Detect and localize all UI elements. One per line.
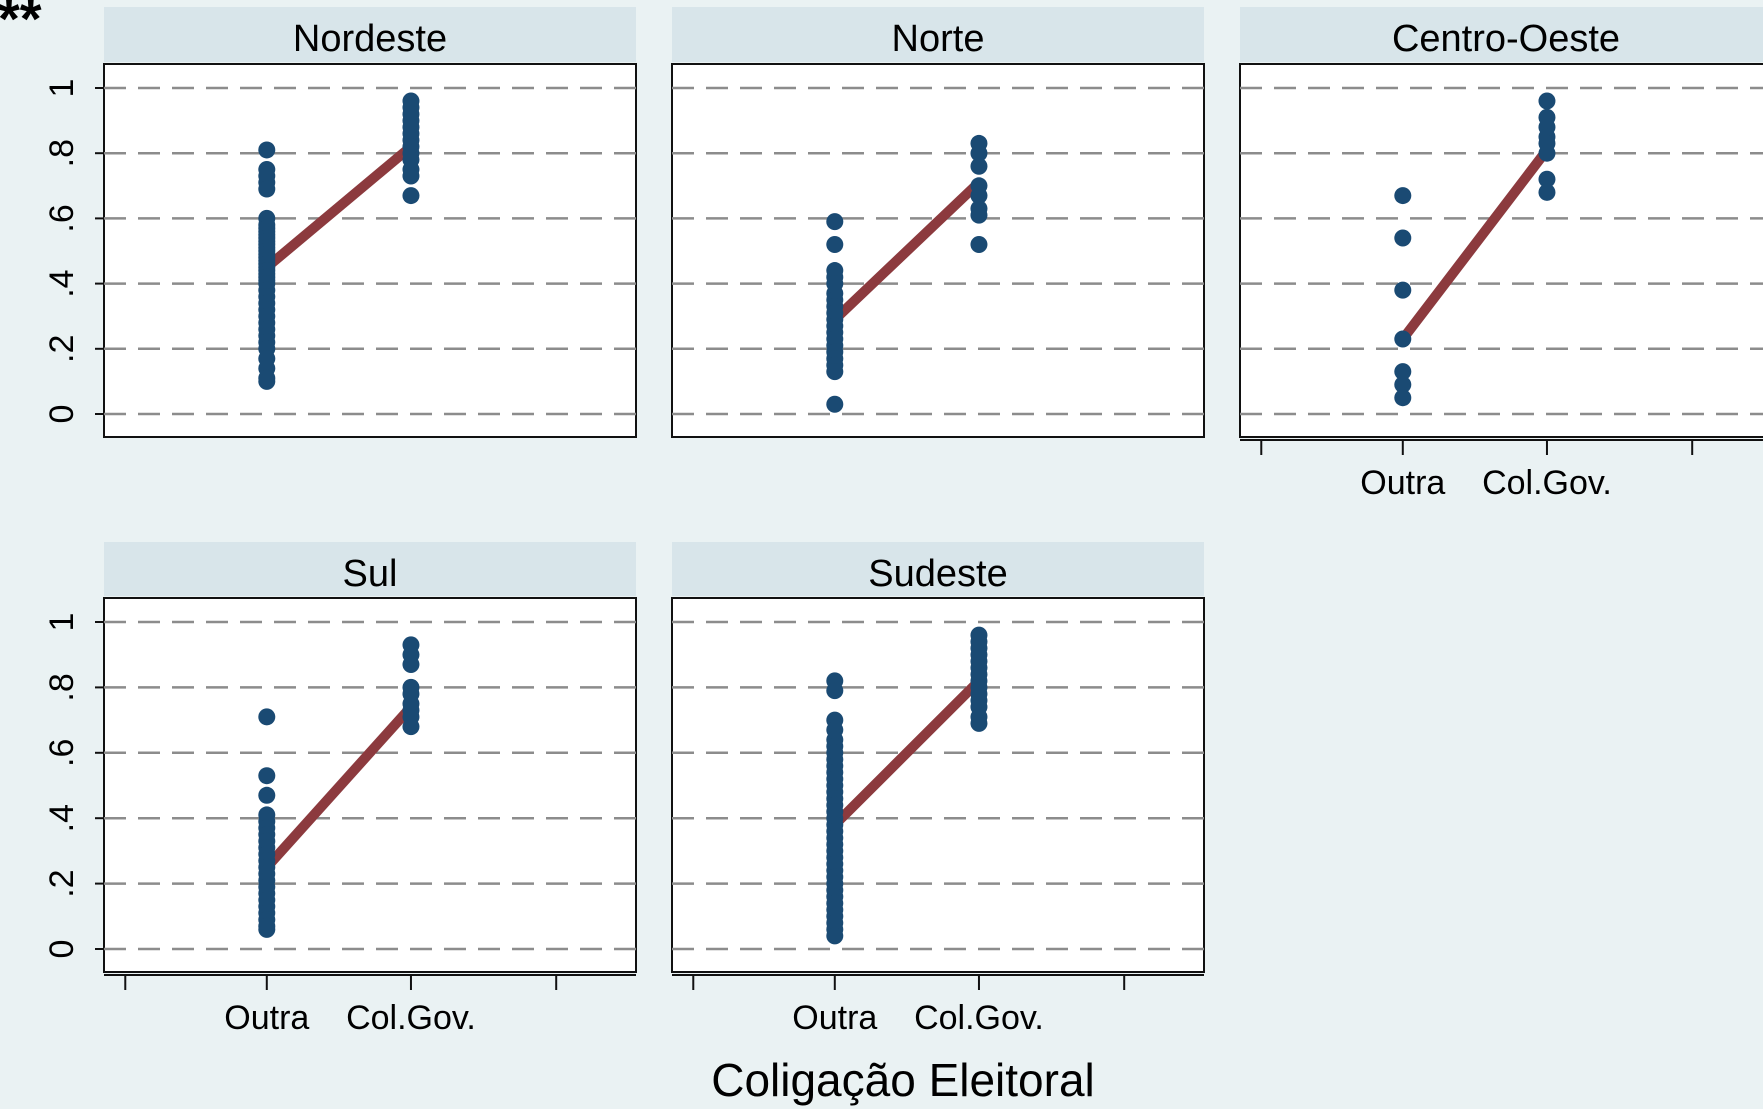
data-point [826, 363, 844, 381]
panel-title: Nordeste [293, 18, 447, 60]
data-point [970, 714, 988, 732]
x-axis-title: Coligação Eleitoral [711, 1054, 1095, 1106]
data-point [258, 708, 276, 726]
data-point [970, 235, 988, 253]
data-point [1394, 376, 1412, 394]
plot-area [103, 597, 637, 973]
plot-area [671, 63, 1205, 438]
data-point [1394, 389, 1412, 407]
y-tick-label: .4 [43, 269, 81, 297]
panel-header [104, 542, 636, 596]
panel-grid: Nordeste 0 .2 .4 .6 .8 1 Norte Centro-Oeste Outra… [43, 7, 1763, 1037]
plot-area [671, 597, 1205, 973]
panel-title: Norte [892, 18, 985, 60]
panel-header [104, 7, 636, 62]
fit-line [261, 702, 416, 873]
data-point [970, 157, 988, 175]
y-tick-label: .8 [43, 673, 81, 701]
data-point [1538, 183, 1556, 201]
data-point [826, 235, 844, 253]
panel-title: Centro-Oeste [1392, 18, 1620, 60]
data-point [258, 920, 276, 938]
data-point [970, 144, 988, 162]
data-point [258, 372, 276, 390]
data-point [1538, 92, 1556, 110]
data-point [1394, 187, 1412, 205]
data-point [970, 187, 988, 205]
data-point [826, 682, 844, 700]
fit-line [829, 177, 984, 325]
data-point [826, 927, 844, 945]
x-tick-label: Outra [1360, 464, 1445, 502]
panel-norte: Norte [671, 7, 1205, 438]
x-tick-label: Col.Gov. [1482, 464, 1612, 502]
data-point [258, 786, 276, 804]
y-tick-label: 0 [43, 940, 81, 959]
data-point [402, 167, 420, 185]
data-point [1538, 144, 1556, 162]
x-tick-label: Col.Gov. [914, 999, 1044, 1037]
panel-header [672, 542, 1204, 596]
x-tick-label: Outra [792, 999, 877, 1037]
panel-nordeste: Nordeste 0 .2 .4 .6 .8 1 [43, 7, 637, 438]
corner-mark: ** [0, 0, 42, 50]
y-tick-label: .4 [43, 804, 81, 832]
data-point [826, 213, 844, 231]
fit-line [261, 141, 416, 273]
data-point [1394, 281, 1412, 299]
y-tick-label: .2 [43, 869, 81, 897]
data-point [402, 718, 420, 736]
data-point [1394, 363, 1412, 381]
x-tick-label: Col.Gov. [346, 999, 476, 1037]
data-point [826, 395, 844, 413]
panel-title: Sul [343, 553, 398, 595]
data-point [970, 206, 988, 224]
panel-title: Sudeste [868, 553, 1007, 595]
fit-line [829, 675, 984, 830]
data-point [258, 767, 276, 785]
data-point [258, 180, 276, 198]
data-point [258, 141, 276, 159]
panel-header [672, 7, 1204, 62]
data-point [1394, 330, 1412, 348]
x-tick-label: Outra [224, 999, 309, 1037]
panel-header [1240, 7, 1763, 62]
panel-centro-oeste: Centro-Oeste Outra Col.Gov. [1239, 7, 1763, 502]
panel-sudeste: Sudeste Outra Col.Gov. [671, 542, 1205, 1037]
y-tick-label: .6 [43, 739, 81, 767]
data-point [1394, 229, 1412, 247]
y-tick-label: 1 [43, 79, 81, 98]
panel-sul: Sul 0 .2 .4 .6 .8 1 Outra Col.Gov. [43, 542, 637, 1037]
fit-line [1397, 144, 1552, 345]
y-tick-label: .6 [43, 204, 81, 232]
y-tick-label: 1 [43, 613, 81, 632]
data-point [402, 187, 420, 205]
plot-area [103, 63, 637, 438]
data-point [1538, 170, 1556, 188]
data-point [402, 656, 420, 674]
y-tick-label: .8 [43, 139, 81, 167]
plot-area [1239, 63, 1763, 438]
y-tick-label: .2 [43, 335, 81, 363]
y-tick-label: 0 [43, 405, 81, 424]
